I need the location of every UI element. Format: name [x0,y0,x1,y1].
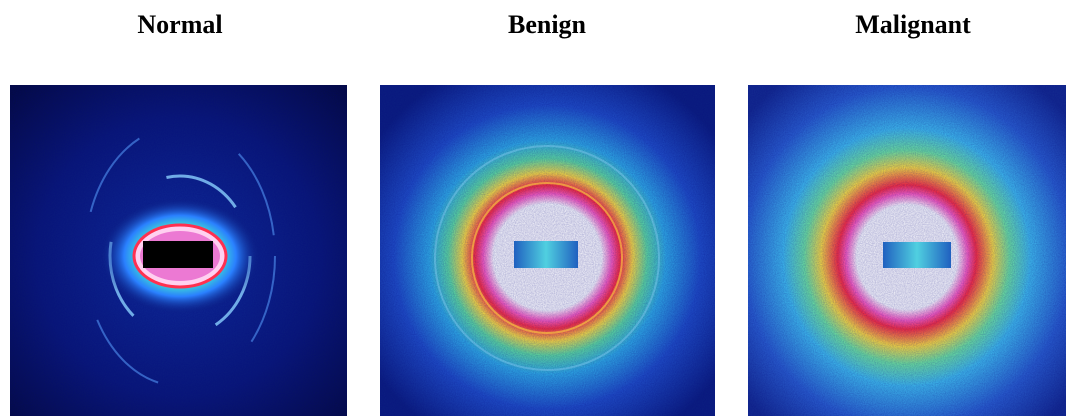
benign-pattern [380,85,715,416]
panel-label: Malignant [855,10,971,39]
figure: Normal Benign Malignant [0,0,1074,416]
panel-label: Benign [508,10,587,39]
panel-label: Normal [137,10,222,39]
normal-pattern [10,85,347,416]
malignant-pattern [748,85,1066,416]
